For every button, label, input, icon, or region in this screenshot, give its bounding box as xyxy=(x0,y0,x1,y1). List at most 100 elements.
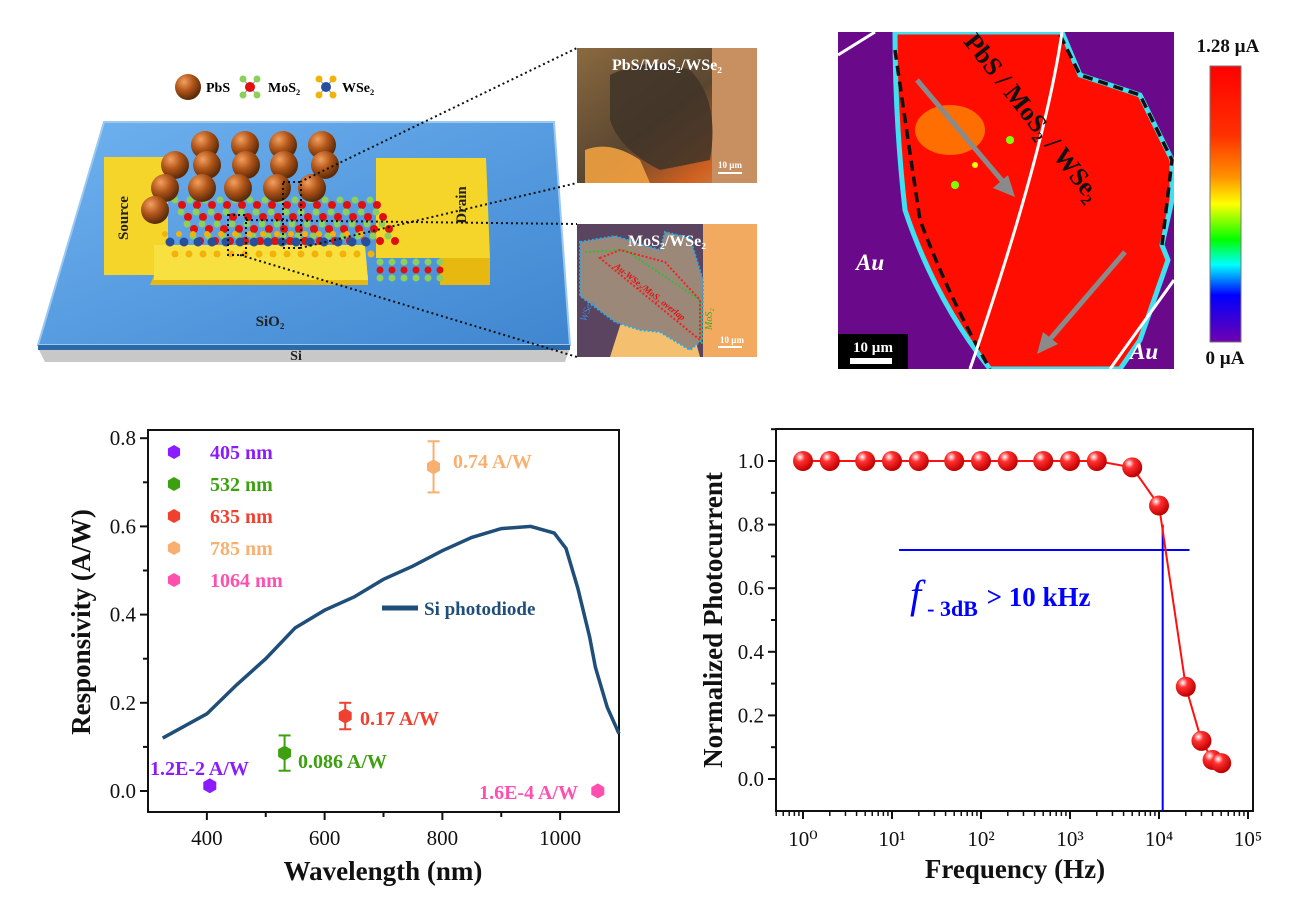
mo-atom xyxy=(208,201,216,209)
mos2-atom xyxy=(436,274,444,282)
w-atom xyxy=(263,237,273,247)
s-atom xyxy=(264,232,272,240)
w-atom xyxy=(277,237,287,247)
data-point xyxy=(203,778,217,794)
legend-label: 405 nm xyxy=(210,442,273,464)
se-atom xyxy=(176,231,182,237)
mo-atom xyxy=(271,237,279,245)
data-label: 1.2E-2 A/W xyxy=(150,758,249,780)
s-atom xyxy=(213,220,221,228)
mo-atom xyxy=(193,201,201,209)
mo-atom xyxy=(340,225,348,233)
s-atom xyxy=(288,220,296,228)
mo-atom xyxy=(379,213,387,221)
sio2-label: SiO₂ xyxy=(256,314,285,330)
s-atom xyxy=(378,220,386,228)
x-tick-label: 10⁵ xyxy=(1234,827,1262,851)
micrograph-pbs-mos2-wse2: PbS/MoS₂/WSe₂ 10 µm xyxy=(577,48,757,183)
se-atom xyxy=(288,231,294,237)
data-point xyxy=(278,745,292,761)
y-tick-label: 0.2 xyxy=(110,691,136,715)
pbs-quantum-dots xyxy=(141,131,339,224)
s-atom xyxy=(216,196,224,204)
au-label-right: Au xyxy=(1128,339,1158,364)
se-atom xyxy=(358,231,364,237)
w-atom xyxy=(305,237,315,247)
mo-atom xyxy=(220,225,228,233)
mo-atom xyxy=(253,201,261,209)
w-atom xyxy=(165,237,175,247)
colorbar-min-label: 0 µA xyxy=(1206,348,1245,369)
w-atom xyxy=(207,237,217,247)
drain-electrode xyxy=(376,158,490,285)
mos2-molecule-icon xyxy=(239,75,261,99)
data-point xyxy=(793,451,813,471)
s-atom xyxy=(222,208,230,216)
w-atom xyxy=(179,237,189,247)
mo-atom xyxy=(376,237,384,245)
scale-bar-label: 10 µm xyxy=(718,160,742,170)
se-atom xyxy=(283,250,291,258)
w-atom xyxy=(291,237,301,247)
s-atom xyxy=(291,196,299,204)
se-atom xyxy=(274,231,280,237)
s-atom xyxy=(186,196,194,204)
mo-atom xyxy=(310,225,318,233)
f-value: > 10 kHz xyxy=(980,582,1091,612)
y-tick-label: 0.8 xyxy=(110,426,136,450)
mo-atom xyxy=(313,201,321,209)
mos2-atom xyxy=(376,258,384,266)
colorbar-max-label: 1.28 µA xyxy=(1197,36,1260,57)
mo-atom xyxy=(178,201,186,209)
pbs-dot xyxy=(269,131,297,159)
x-tick-label: 10⁴ xyxy=(1145,827,1173,851)
se-atom xyxy=(260,231,266,237)
si-photodiode-line xyxy=(161,524,621,740)
se-atom xyxy=(218,231,224,237)
mo-atom xyxy=(238,201,246,209)
mo-atom xyxy=(250,225,258,233)
legend-label: 1064 nm xyxy=(210,570,283,592)
data-point xyxy=(1175,676,1196,697)
s-atom xyxy=(282,208,290,216)
s-atom xyxy=(348,220,356,228)
mos2-atom xyxy=(400,274,408,282)
data-point xyxy=(971,451,991,471)
mos2-annotation: MoS₂ xyxy=(704,308,715,331)
mo-atom xyxy=(319,213,327,221)
responsivity-chart: 400 600 800 1000 0.0 0.2 0.4 0.6 0.8 405 nm 1.2E-… xyxy=(66,426,621,886)
mos2-atom xyxy=(436,258,444,266)
s-atom xyxy=(192,208,200,216)
pbs-dot xyxy=(224,174,252,202)
s-atom xyxy=(369,232,377,240)
w-atom xyxy=(319,237,329,247)
y-tick-label: 0.2 xyxy=(738,703,764,727)
y-tick-label: 0.4 xyxy=(110,603,137,627)
y-tick-label: 0.6 xyxy=(110,514,136,538)
pbs-dot xyxy=(311,151,339,179)
schematic-legend: PbS MoS₂ WSe₂ xyxy=(175,74,374,100)
se-atom xyxy=(367,250,375,258)
mo-atom xyxy=(328,201,336,209)
se-atom xyxy=(269,250,277,258)
se-atom xyxy=(316,231,322,237)
legend-label: 532 nm xyxy=(210,474,273,496)
mo-atom xyxy=(391,237,399,245)
s-atom xyxy=(324,232,332,240)
data-point xyxy=(819,451,840,471)
s-atom xyxy=(336,196,344,204)
s-atom xyxy=(261,196,269,204)
x-tick-label: 600 xyxy=(309,826,341,850)
frequency-response-chart: 10⁰ 10¹ 10² 10³ 10⁴ 10⁵ 0.0 0.2 0.4 0.6 0.8 1.0 f- … xyxy=(698,428,1262,884)
f-symbol: f xyxy=(910,572,926,617)
data-point xyxy=(591,783,605,799)
x-tick-label: 10³ xyxy=(1056,827,1083,851)
se-atom xyxy=(255,250,263,258)
mo-atom xyxy=(370,225,378,233)
se-atom xyxy=(344,231,350,237)
mos2-atom xyxy=(376,266,384,274)
w-atom xyxy=(347,237,357,247)
mo-atom xyxy=(190,225,198,233)
